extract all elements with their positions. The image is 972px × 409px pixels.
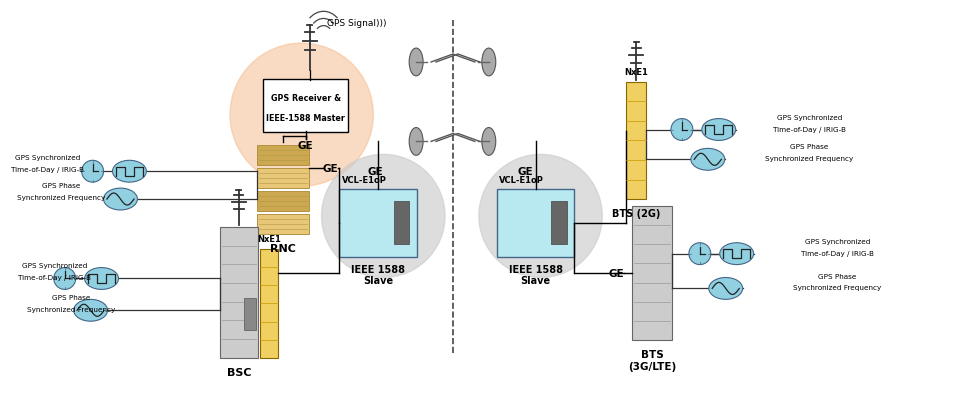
Text: GE: GE (367, 167, 383, 177)
Circle shape (82, 161, 104, 183)
FancyBboxPatch shape (220, 227, 258, 358)
Ellipse shape (409, 49, 423, 76)
Text: IEEE 1588: IEEE 1588 (351, 264, 405, 274)
Circle shape (230, 44, 373, 187)
Text: BTS: BTS (641, 349, 664, 359)
Circle shape (689, 243, 711, 265)
Text: GE: GE (608, 268, 624, 278)
Text: GPS Phase: GPS Phase (42, 183, 80, 189)
FancyBboxPatch shape (257, 146, 309, 166)
FancyBboxPatch shape (551, 202, 567, 245)
Text: BTS (2G): BTS (2G) (612, 209, 660, 218)
Ellipse shape (113, 161, 147, 183)
Text: NxE1: NxE1 (624, 68, 648, 77)
Text: GPS Synchronized: GPS Synchronized (805, 238, 870, 244)
Text: VCL-E1oP: VCL-E1oP (499, 175, 543, 184)
Text: IEEE 1588: IEEE 1588 (508, 264, 563, 274)
Text: GPS Receiver &: GPS Receiver & (270, 94, 341, 103)
Text: Slave: Slave (364, 276, 394, 286)
FancyBboxPatch shape (632, 207, 672, 340)
Text: IEEE-1588 Master: IEEE-1588 Master (266, 113, 345, 122)
Circle shape (671, 119, 693, 141)
Text: Time-of-Day / IRIG-B: Time-of-Day / IRIG-B (801, 250, 874, 256)
Text: GPS Phase: GPS Phase (52, 294, 89, 301)
Text: Time-of-Day / IRIG-B: Time-of-Day / IRIG-B (18, 274, 91, 280)
FancyBboxPatch shape (260, 249, 278, 358)
Ellipse shape (482, 128, 496, 156)
Circle shape (322, 155, 445, 278)
FancyBboxPatch shape (257, 191, 309, 211)
Text: RNC: RNC (270, 243, 295, 253)
Text: VCL-E1oP: VCL-E1oP (341, 175, 386, 184)
Text: Time-of-Day / IRIG-B: Time-of-Day / IRIG-B (773, 126, 846, 132)
Text: GPS Signal))): GPS Signal))) (327, 19, 386, 28)
Ellipse shape (709, 278, 743, 300)
FancyBboxPatch shape (497, 190, 574, 257)
Text: Slave: Slave (521, 276, 551, 286)
Text: Synchronized Frequency: Synchronized Frequency (17, 195, 105, 200)
Text: GE: GE (518, 167, 534, 177)
Ellipse shape (719, 243, 753, 265)
Circle shape (53, 268, 76, 290)
Text: GPS Synchronized: GPS Synchronized (22, 262, 87, 268)
FancyBboxPatch shape (257, 214, 309, 234)
Ellipse shape (691, 149, 725, 171)
FancyBboxPatch shape (394, 202, 409, 245)
Text: GPS Phase: GPS Phase (790, 144, 828, 150)
FancyBboxPatch shape (626, 83, 646, 200)
Text: GE: GE (297, 141, 313, 151)
FancyBboxPatch shape (262, 80, 348, 133)
Text: GPS Phase: GPS Phase (818, 273, 856, 279)
Text: Synchronized Frequency: Synchronized Frequency (26, 306, 115, 312)
Text: (3G/LTE): (3G/LTE) (628, 361, 677, 371)
Ellipse shape (74, 300, 108, 321)
FancyBboxPatch shape (244, 299, 256, 330)
Text: Time-of-Day / IRIG-B: Time-of-Day / IRIG-B (12, 167, 85, 173)
FancyBboxPatch shape (339, 190, 417, 257)
Ellipse shape (482, 49, 496, 76)
Text: Synchronized Frequency: Synchronized Frequency (765, 156, 853, 162)
Text: GE: GE (323, 164, 338, 173)
Text: GPS Synchronized: GPS Synchronized (777, 115, 842, 120)
Text: GPS Synchronized: GPS Synchronized (16, 155, 81, 161)
Ellipse shape (104, 189, 137, 211)
Circle shape (479, 155, 603, 278)
Text: BSC: BSC (226, 367, 251, 377)
Text: NxE1: NxE1 (257, 235, 281, 244)
Ellipse shape (409, 128, 423, 156)
Text: Synchronized Frequency: Synchronized Frequency (793, 285, 882, 291)
Ellipse shape (702, 119, 736, 141)
Ellipse shape (85, 268, 119, 290)
FancyBboxPatch shape (257, 169, 309, 189)
